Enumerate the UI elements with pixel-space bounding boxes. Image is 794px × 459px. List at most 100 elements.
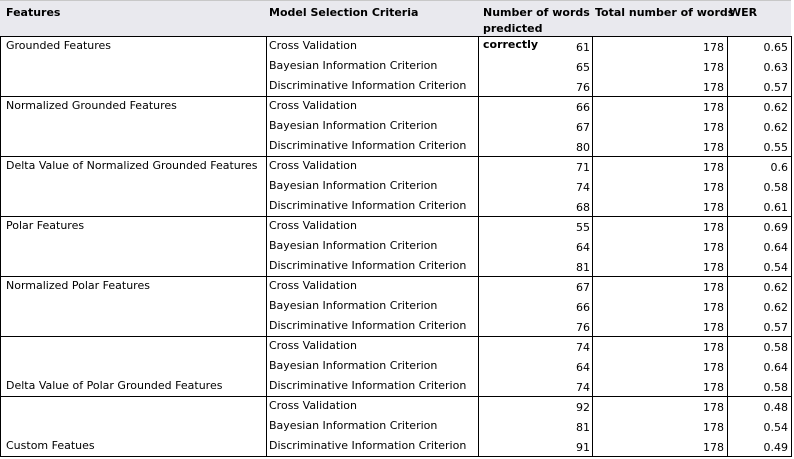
header-total: Total number of words <box>595 6 735 19</box>
wer-cell: 0.49 <box>763 441 789 454</box>
predicted-cell: 65 <box>576 61 590 74</box>
predicted-cell: 67 <box>576 281 590 294</box>
predicted-cell: 67 <box>576 121 590 134</box>
feature-label: Normalized Polar Features <box>6 279 150 292</box>
wer-cell: 0.64 <box>763 241 789 254</box>
total-cell: 178 <box>703 281 724 294</box>
criterion-cell: Bayesian Information Criterion <box>269 299 438 312</box>
column-border-right <box>791 36 792 457</box>
table-header: Features Model Selection Criteria Number… <box>0 0 791 51</box>
header-predicted: Number of words predicted correctly <box>483 6 590 51</box>
wer-cell: 0.63 <box>763 61 789 74</box>
total-cell: 178 <box>703 41 724 54</box>
wer-cell: 0.57 <box>763 81 789 94</box>
total-cell: 178 <box>703 201 724 214</box>
total-cell: 178 <box>703 181 724 194</box>
wer-cell: 0.58 <box>763 181 789 194</box>
column-border <box>0 36 1 456</box>
criterion-cell: Bayesian Information Criterion <box>269 359 438 372</box>
predicted-cell: 76 <box>576 81 590 94</box>
predicted-cell: 91 <box>576 441 590 454</box>
group-border <box>0 36 791 37</box>
wer-cell: 0.55 <box>763 141 789 154</box>
wer-cell: 0.65 <box>763 41 789 54</box>
predicted-cell: 74 <box>576 341 590 354</box>
predicted-cell: 64 <box>576 361 590 374</box>
wer-cell: 0.48 <box>763 401 789 414</box>
predicted-cell: 81 <box>576 261 590 274</box>
feature-label: Delta Value of Normalized Grounded Featu… <box>6 159 258 172</box>
total-cell: 178 <box>703 381 724 394</box>
wer-cell: 0.62 <box>763 281 789 294</box>
predicted-cell: 71 <box>576 161 590 174</box>
criterion-cell: Cross Validation <box>269 159 357 172</box>
criterion-cell: Discriminative Information Criterion <box>269 439 467 452</box>
predicted-cell: 76 <box>576 321 590 334</box>
predicted-cell: 92 <box>576 401 590 414</box>
feature-label: Normalized Grounded Features <box>6 99 177 112</box>
wer-cell: 0.58 <box>763 341 789 354</box>
criterion-cell: Discriminative Information Criterion <box>269 139 467 152</box>
total-cell: 178 <box>703 121 724 134</box>
group-border <box>0 216 791 217</box>
wer-cell: 0.62 <box>763 121 789 134</box>
total-cell: 178 <box>703 141 724 154</box>
column-border <box>478 36 479 456</box>
header-features: Features <box>6 6 61 19</box>
predicted-cell: 68 <box>576 201 590 214</box>
predicted-cell: 80 <box>576 141 590 154</box>
total-cell: 178 <box>703 401 724 414</box>
predicted-cell: 74 <box>576 381 590 394</box>
criterion-cell: Cross Validation <box>269 39 357 52</box>
total-cell: 178 <box>703 61 724 74</box>
total-cell: 178 <box>703 101 724 114</box>
group-border <box>0 396 791 397</box>
criterion-cell: Cross Validation <box>269 339 357 352</box>
feature-label: Grounded Features <box>6 39 112 52</box>
predicted-cell: 66 <box>576 101 590 114</box>
feature-label: Delta Value of Polar Grounded Features <box>6 379 223 392</box>
header-wer: WER <box>729 6 758 19</box>
wer-cell: 0.64 <box>763 361 789 374</box>
criterion-cell: Discriminative Information Criterion <box>269 319 467 332</box>
wer-cell: 0.54 <box>763 261 789 274</box>
group-border <box>0 336 791 337</box>
wer-cell: 0.6 <box>770 161 789 174</box>
criterion-cell: Discriminative Information Criterion <box>269 379 467 392</box>
wer-cell: 0.69 <box>763 221 789 234</box>
criterion-cell: Discriminative Information Criterion <box>269 79 467 92</box>
feature-label: Custom Featues <box>6 439 95 452</box>
wer-cell: 0.54 <box>763 421 789 434</box>
total-cell: 178 <box>703 361 724 374</box>
criterion-cell: Cross Validation <box>269 279 357 292</box>
total-cell: 178 <box>703 441 724 454</box>
criterion-cell: Bayesian Information Criterion <box>269 179 438 192</box>
criterion-cell: Discriminative Information Criterion <box>269 259 467 272</box>
criterion-cell: Discriminative Information Criterion <box>269 199 467 212</box>
column-border <box>266 36 267 456</box>
predicted-cell: 55 <box>576 221 590 234</box>
total-cell: 178 <box>703 221 724 234</box>
criterion-cell: Bayesian Information Criterion <box>269 419 438 432</box>
table-top-border <box>0 0 791 1</box>
total-cell: 178 <box>703 241 724 254</box>
header-criteria: Model Selection Criteria <box>269 6 419 19</box>
total-cell: 178 <box>703 161 724 174</box>
wer-cell: 0.57 <box>763 321 789 334</box>
total-cell: 178 <box>703 341 724 354</box>
predicted-cell: 61 <box>576 41 590 54</box>
criterion-cell: Bayesian Information Criterion <box>269 59 438 72</box>
total-cell: 178 <box>703 301 724 314</box>
wer-cell: 0.62 <box>763 301 789 314</box>
criterion-cell: Bayesian Information Criterion <box>269 239 438 252</box>
criterion-cell: Cross Validation <box>269 99 357 112</box>
wer-cell: 0.61 <box>763 201 789 214</box>
criterion-cell: Bayesian Information Criterion <box>269 119 438 132</box>
group-border <box>0 96 791 97</box>
column-border <box>727 36 728 456</box>
group-border <box>0 156 791 157</box>
total-cell: 178 <box>703 81 724 94</box>
criterion-cell: Cross Validation <box>269 399 357 412</box>
total-cell: 178 <box>703 321 724 334</box>
